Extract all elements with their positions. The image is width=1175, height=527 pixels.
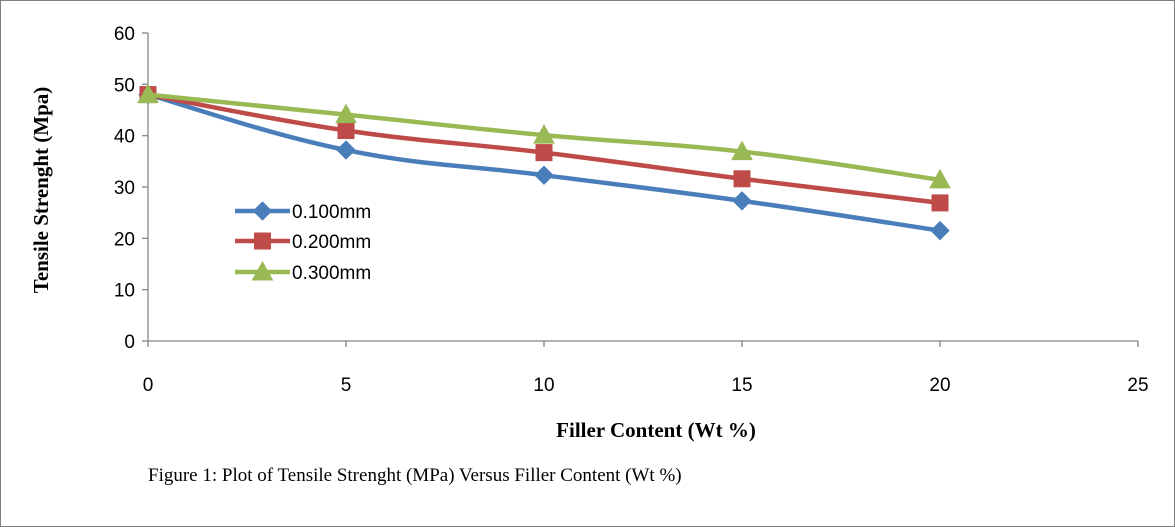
y-tick-label: 50	[114, 75, 135, 96]
legend-label: 0.200mm	[292, 232, 371, 253]
legend-item: 0.200mm	[235, 232, 371, 253]
legend-marker-square	[254, 232, 271, 250]
data-point-square	[931, 194, 949, 212]
x-tick-label: 25	[1127, 375, 1148, 396]
legend-label: 0.100mm	[292, 202, 371, 223]
series-0.200mm	[139, 86, 949, 212]
y-tick-label: 60	[114, 24, 135, 45]
x-tick-label: 5	[341, 375, 352, 396]
data-point-triangle	[533, 124, 555, 144]
y-tick-label: 20	[114, 229, 135, 250]
legend-marker-diamond	[252, 201, 273, 221]
legend-item: 0.300mm	[235, 260, 371, 284]
data-point-diamond	[336, 140, 356, 160]
data-point-square	[535, 144, 553, 162]
data-point-triangle	[731, 140, 753, 161]
data-point-triangle	[929, 168, 951, 189]
y-tick-label: 10	[114, 281, 135, 302]
y-tick-label: 40	[114, 127, 135, 148]
figure-caption: Figure 1: Plot of Tensile Strenght (MPa)…	[148, 465, 682, 486]
x-axis-title: Filler Content (Wt %)	[556, 418, 756, 442]
data-point-triangle	[335, 103, 357, 124]
data-point-diamond	[930, 220, 950, 241]
x-tick-label: 15	[731, 375, 752, 396]
data-point-square	[733, 170, 751, 188]
chart-axes: 0 10 20 30 40 50 60 0 5 10 15 20 25	[114, 24, 1149, 396]
chart-legend: 0.100mm 0.200mm 0.300mm	[235, 201, 371, 284]
chart-series	[137, 83, 951, 241]
y-tick-label: 30	[114, 178, 135, 199]
y-tick-label: 0	[124, 332, 135, 353]
legend-marker-triangle	[251, 260, 274, 281]
legend-item: 0.100mm	[235, 201, 371, 223]
series-0.300mm	[137, 83, 951, 189]
legend-label: 0.300mm	[292, 263, 371, 284]
data-point-diamond	[732, 191, 752, 211]
data-point-square	[337, 122, 355, 140]
x-tick-label: 0	[143, 375, 154, 396]
x-tick-label: 20	[929, 375, 950, 396]
data-point-diamond	[534, 165, 554, 185]
y-axis-title: Tensile Strenght (Mpa)	[29, 87, 53, 294]
data-point-triangle	[137, 83, 159, 104]
x-tick-label: 10	[533, 375, 554, 396]
